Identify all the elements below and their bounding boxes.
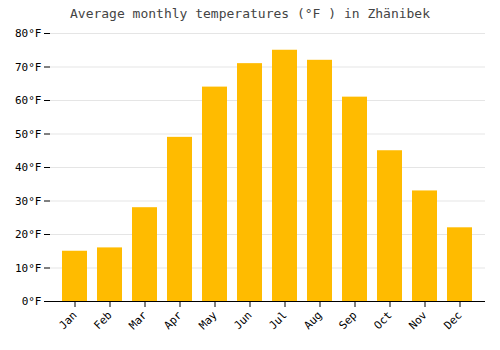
svg-text:Aug: Aug: [301, 309, 324, 332]
svg-text:Jan: Jan: [56, 309, 79, 332]
svg-text:20°F: 20°F: [15, 228, 42, 241]
svg-text:Jul: Jul: [266, 309, 289, 332]
svg-text:Dec: Dec: [441, 309, 464, 332]
svg-text:Jun: Jun: [231, 309, 254, 332]
svg-text:50°F: 50°F: [15, 128, 42, 141]
svg-text:70°F: 70°F: [15, 61, 42, 74]
svg-text:10°F: 10°F: [15, 262, 42, 275]
svg-text:80°F: 80°F: [15, 27, 42, 40]
svg-text:30°F: 30°F: [15, 195, 42, 208]
svg-text:Apr: Apr: [161, 308, 185, 332]
svg-text:Oct: Oct: [371, 309, 394, 332]
svg-text:Sep: Sep: [336, 309, 359, 332]
svg-text:40°F: 40°F: [15, 161, 42, 174]
svg-text:May: May: [196, 308, 220, 332]
svg-text:Nov: Nov: [406, 308, 430, 332]
svg-text:0°F: 0°F: [22, 295, 42, 308]
svg-text:60°F: 60°F: [15, 94, 42, 107]
svg-text:Feb: Feb: [91, 309, 114, 332]
svg-text:Mar: Mar: [126, 308, 150, 332]
html-text:Average monthly temperatures (: Average monthly temperatures (°F ) in Zh…: [70, 6, 430, 21]
